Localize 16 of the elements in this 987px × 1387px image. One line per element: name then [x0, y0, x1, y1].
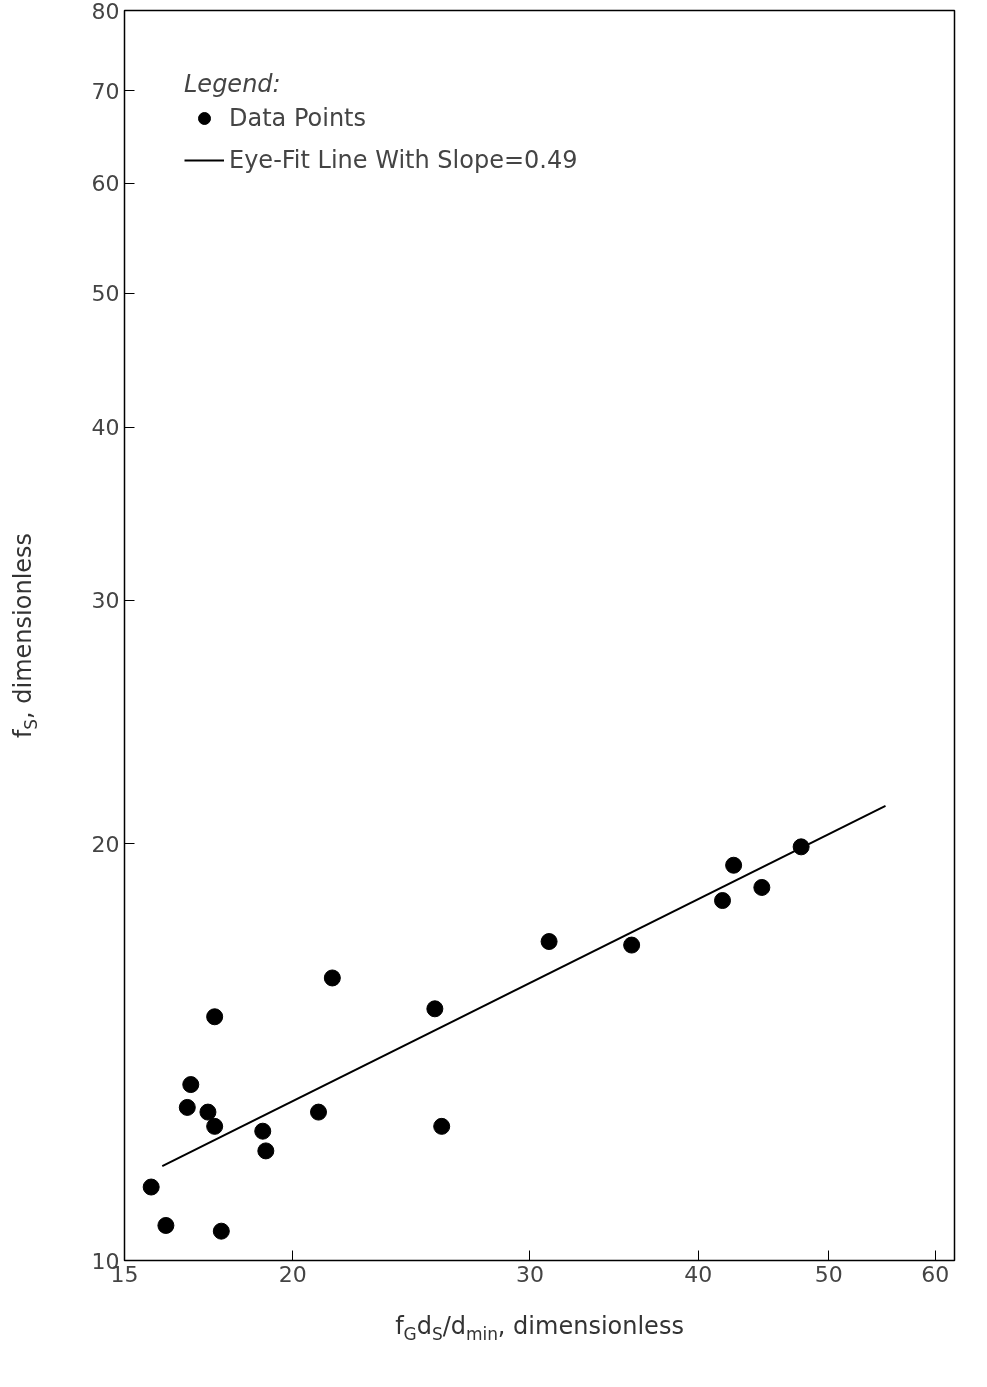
- y-tick-label: 60: [91, 171, 120, 197]
- y-tick-label: 40: [91, 415, 120, 441]
- y-tick-label: 70: [91, 78, 120, 104]
- y-tick-label: 30: [91, 588, 120, 614]
- legend-label: Eye-Fit Line With Slope=0.49: [229, 146, 578, 174]
- x-tick-label: 40: [684, 1261, 713, 1287]
- x-tick-label: 50: [814, 1261, 843, 1287]
- y-tick-label: 80: [91, 0, 120, 24]
- y-tick-label: 20: [91, 831, 120, 857]
- y-tick-label: 50: [91, 281, 120, 307]
- x-tick-label: 30: [515, 1261, 544, 1287]
- y-axis-title: fS, dimensionless: [8, 532, 41, 739]
- x-tick-label: 60: [921, 1261, 950, 1287]
- legend-title: Legend:: [184, 70, 282, 98]
- legend-label: Data Points: [229, 104, 367, 132]
- x-tick-label: 20: [278, 1261, 307, 1287]
